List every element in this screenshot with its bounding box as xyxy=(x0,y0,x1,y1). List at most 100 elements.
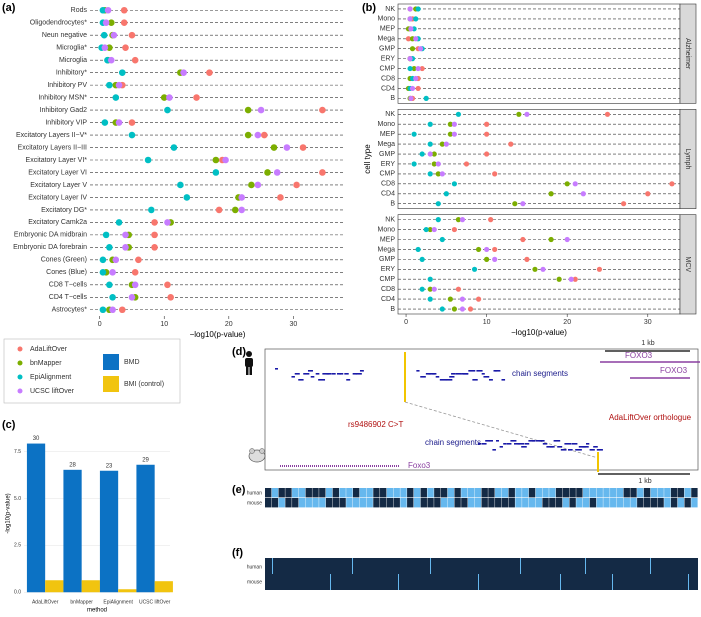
heat-cell xyxy=(569,498,576,508)
segment xyxy=(307,370,313,372)
y-tick-label: Mono xyxy=(377,121,395,128)
heat-cell xyxy=(569,488,576,498)
dot xyxy=(177,181,184,189)
dot xyxy=(484,246,490,253)
dot xyxy=(244,106,252,114)
heat-cell xyxy=(285,488,292,498)
y-tick-label: Oligodendrocytes* xyxy=(30,20,87,27)
y-tick-label: Excitatory Layer VI xyxy=(28,169,87,176)
segment xyxy=(420,376,426,378)
dot xyxy=(512,201,518,207)
dot xyxy=(120,6,128,14)
dot xyxy=(222,156,229,164)
heat-stripe xyxy=(430,558,431,574)
y-tick-label: MEP xyxy=(380,131,396,138)
heat-cell xyxy=(352,498,360,508)
segment xyxy=(322,373,330,375)
segment xyxy=(468,370,476,372)
snp-label: rs9486902 C>T xyxy=(348,420,403,429)
dot xyxy=(455,286,462,292)
heat-cell xyxy=(501,488,509,498)
dot xyxy=(102,19,110,27)
segment xyxy=(455,373,462,375)
segment xyxy=(496,440,500,442)
y-tick-label: B xyxy=(390,201,395,208)
dot xyxy=(413,16,419,22)
dot xyxy=(407,6,413,12)
dot xyxy=(110,31,118,39)
segment xyxy=(501,379,506,381)
bar xyxy=(154,581,173,593)
heat-cell xyxy=(508,488,515,498)
dot xyxy=(244,131,252,139)
segment xyxy=(557,446,563,448)
y-tick-label: ERY xyxy=(381,161,396,168)
segment xyxy=(294,373,300,375)
dot xyxy=(135,256,142,264)
dot xyxy=(508,141,514,147)
dot xyxy=(215,206,223,214)
dot xyxy=(427,151,433,157)
y-tick-label: Excitatory Layers II−III xyxy=(18,144,87,151)
segment xyxy=(499,446,503,448)
legend-box xyxy=(3,338,181,404)
dot xyxy=(411,161,417,167)
gene-label: Foxo3 xyxy=(408,461,431,470)
heat-stripe xyxy=(650,558,651,574)
heat-cell xyxy=(474,498,482,508)
segment xyxy=(517,443,525,445)
legend-label: BMI (control) xyxy=(124,381,164,388)
heat-cell xyxy=(467,498,475,508)
dot xyxy=(435,161,441,167)
y-tick-label: Inhibitory VIP xyxy=(45,119,87,126)
dot xyxy=(104,6,112,14)
panel-label: (a) xyxy=(2,2,16,14)
dot xyxy=(427,121,433,127)
dot xyxy=(540,266,546,272)
y-tick-label: 0.0 xyxy=(14,590,21,596)
heat-cell xyxy=(420,488,427,498)
heat-cell xyxy=(542,488,549,498)
human-icon xyxy=(245,351,253,375)
dot xyxy=(645,191,651,197)
segment xyxy=(503,443,507,445)
dot xyxy=(451,226,457,233)
heat-cell xyxy=(292,488,299,498)
dot xyxy=(270,144,278,151)
dot xyxy=(459,306,466,312)
dot xyxy=(102,231,110,239)
x-axis-title: −log10(p-value) xyxy=(190,330,246,339)
segment xyxy=(483,376,490,378)
dot xyxy=(451,181,457,187)
dot xyxy=(427,141,433,147)
segment xyxy=(586,443,590,445)
heat-cell xyxy=(515,498,522,508)
dot xyxy=(427,171,433,177)
legend-label: bnMapper xyxy=(30,360,62,367)
segment xyxy=(589,449,595,451)
dot xyxy=(299,144,307,151)
dot xyxy=(148,206,155,214)
heat-cell xyxy=(637,498,644,508)
heat-cell xyxy=(346,498,353,508)
heat-cell xyxy=(332,488,340,498)
x-tick-label: AdaLiftOver xyxy=(32,599,59,605)
dot xyxy=(101,119,109,126)
segment xyxy=(514,443,520,445)
heat-cell xyxy=(555,488,563,498)
segment xyxy=(582,446,589,448)
y-tick-label: Inhibitory Gad2 xyxy=(40,107,88,114)
dot xyxy=(100,31,108,39)
segment xyxy=(481,443,487,445)
dot xyxy=(99,269,107,276)
dot xyxy=(463,161,470,167)
segment xyxy=(332,373,336,375)
heat-cell xyxy=(508,498,515,508)
panel-label: (f) xyxy=(232,547,243,559)
row-label: human xyxy=(247,490,263,496)
segment xyxy=(532,440,536,442)
y-tick-label: Excitatory Layers II−V* xyxy=(16,132,87,139)
heat-cell xyxy=(373,488,380,498)
heat-cell xyxy=(285,498,292,508)
heat-cell xyxy=(278,498,285,508)
